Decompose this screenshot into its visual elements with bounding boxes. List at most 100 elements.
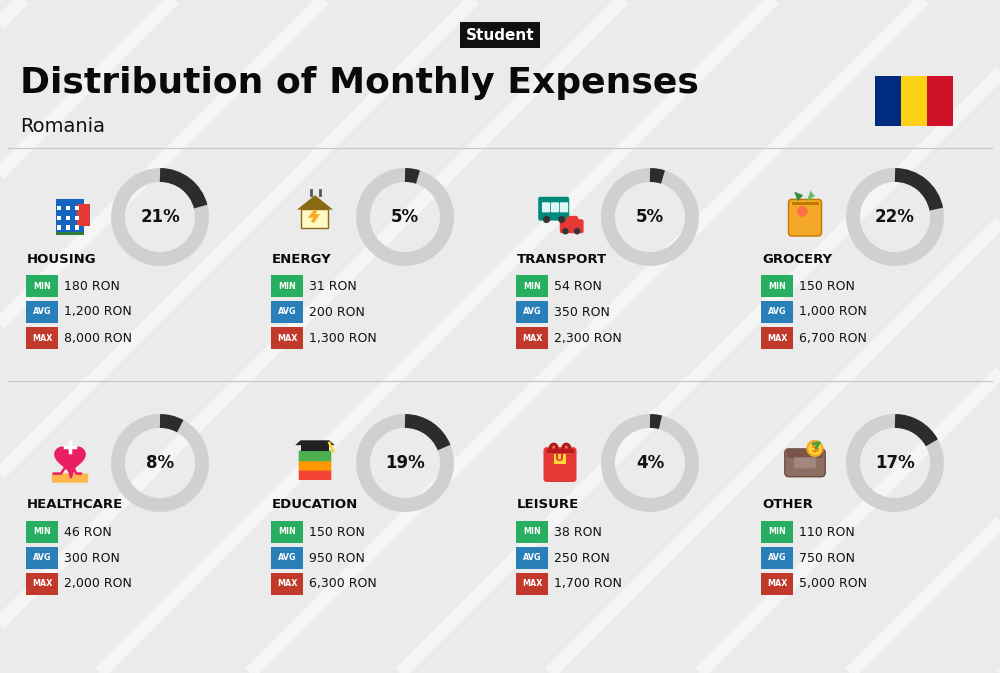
FancyBboxPatch shape [26,327,58,349]
Text: 200 RON: 200 RON [309,306,365,318]
Text: 5%: 5% [636,208,664,226]
Text: MAX: MAX [522,579,542,588]
Text: 250 RON: 250 RON [554,551,610,565]
Text: MIN: MIN [33,528,51,536]
Text: 2,300 RON: 2,300 RON [554,332,622,345]
Text: $: $ [811,442,819,455]
FancyBboxPatch shape [516,522,548,542]
FancyBboxPatch shape [794,457,816,468]
Text: 1,000 RON: 1,000 RON [799,306,867,318]
Text: TRANSPORT: TRANSPORT [517,252,607,266]
FancyBboxPatch shape [787,450,823,458]
FancyBboxPatch shape [75,225,79,229]
Text: HEALTHCARE: HEALTHCARE [27,499,123,511]
Text: MAX: MAX [522,334,542,343]
FancyBboxPatch shape [761,573,793,595]
FancyBboxPatch shape [761,522,793,542]
FancyBboxPatch shape [927,76,953,126]
FancyBboxPatch shape [26,275,58,297]
Circle shape [543,216,550,223]
Text: U: U [556,454,564,463]
FancyBboxPatch shape [901,76,927,126]
Text: 300 RON: 300 RON [64,551,120,565]
Polygon shape [794,192,803,201]
FancyBboxPatch shape [299,451,331,461]
Circle shape [797,206,808,217]
FancyBboxPatch shape [271,327,303,349]
FancyBboxPatch shape [761,275,793,297]
Polygon shape [295,440,335,445]
FancyBboxPatch shape [56,199,84,233]
FancyBboxPatch shape [66,225,70,229]
Text: 750 RON: 750 RON [799,551,855,565]
Polygon shape [297,195,333,209]
Text: MAX: MAX [277,334,297,343]
FancyBboxPatch shape [66,215,70,220]
Text: 150 RON: 150 RON [799,279,855,293]
Text: 150 RON: 150 RON [309,526,365,538]
FancyBboxPatch shape [301,445,329,451]
Text: 5%: 5% [391,208,419,226]
Text: 46 RON: 46 RON [64,526,112,538]
Text: LEISURE: LEISURE [517,499,579,511]
Text: 8,000 RON: 8,000 RON [64,332,132,345]
FancyBboxPatch shape [560,219,584,234]
Text: Romania: Romania [20,116,105,135]
FancyBboxPatch shape [301,209,328,227]
Text: 110 RON: 110 RON [799,526,855,538]
FancyBboxPatch shape [551,203,559,213]
Text: MAX: MAX [32,579,52,588]
Text: 1,200 RON: 1,200 RON [64,306,132,318]
FancyBboxPatch shape [26,302,58,323]
FancyBboxPatch shape [271,302,303,323]
FancyBboxPatch shape [542,203,550,213]
Text: GROCERY: GROCERY [762,252,832,266]
Circle shape [558,216,565,223]
Polygon shape [807,190,815,201]
Text: Student: Student [466,28,534,42]
Text: 350 RON: 350 RON [554,306,610,318]
Text: AVG: AVG [768,308,786,316]
Text: EDUCATION: EDUCATION [272,499,358,511]
FancyBboxPatch shape [546,450,574,453]
Circle shape [562,228,569,234]
Text: AVG: AVG [33,553,51,563]
FancyBboxPatch shape [560,203,568,213]
Text: MIN: MIN [523,528,541,536]
FancyBboxPatch shape [56,232,84,235]
Text: MIN: MIN [523,281,541,291]
FancyBboxPatch shape [554,454,566,464]
Text: 31 RON: 31 RON [309,279,357,293]
FancyBboxPatch shape [271,275,303,297]
Text: MIN: MIN [768,281,786,291]
Text: MIN: MIN [278,281,296,291]
Text: 38 RON: 38 RON [554,526,602,538]
FancyBboxPatch shape [516,302,548,323]
Text: MAX: MAX [767,334,787,343]
Text: 2,000 RON: 2,000 RON [64,577,132,590]
Text: MAX: MAX [277,579,297,588]
FancyBboxPatch shape [57,206,61,210]
FancyBboxPatch shape [271,547,303,569]
FancyBboxPatch shape [538,197,569,221]
Text: Distribution of Monthly Expenses: Distribution of Monthly Expenses [20,66,699,100]
Text: 6,300 RON: 6,300 RON [309,577,377,590]
FancyBboxPatch shape [57,215,61,220]
Text: MIN: MIN [768,528,786,536]
FancyBboxPatch shape [52,473,88,483]
Text: OTHER: OTHER [762,499,813,511]
Text: 950 RON: 950 RON [309,551,365,565]
FancyBboxPatch shape [761,547,793,569]
FancyBboxPatch shape [785,449,825,476]
Text: MAX: MAX [767,579,787,588]
FancyBboxPatch shape [516,327,548,349]
FancyBboxPatch shape [271,522,303,542]
FancyBboxPatch shape [516,547,548,569]
FancyBboxPatch shape [789,199,822,236]
Text: HOUSING: HOUSING [27,252,97,266]
FancyBboxPatch shape [761,327,793,349]
Text: 180 RON: 180 RON [64,279,120,293]
FancyBboxPatch shape [26,547,58,569]
Text: 21%: 21% [140,208,180,226]
Text: 1,300 RON: 1,300 RON [309,332,377,345]
